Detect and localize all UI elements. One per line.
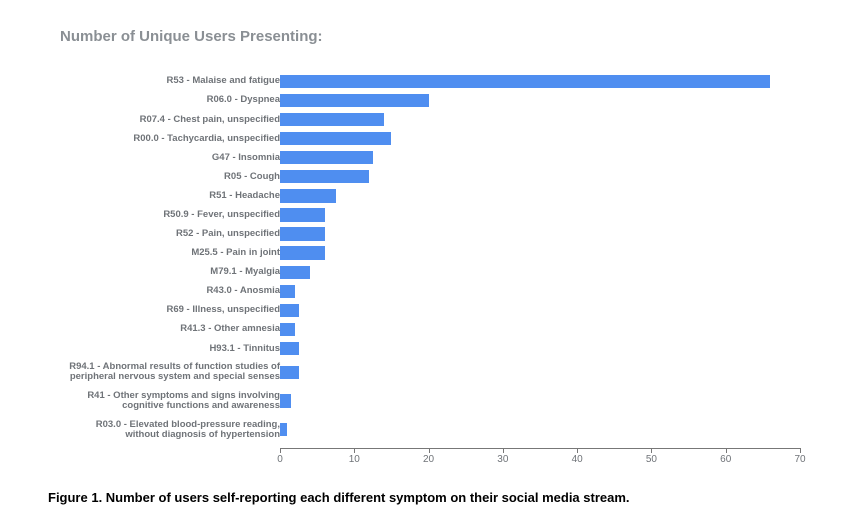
x-tick — [503, 448, 504, 453]
y-axis-label: R51 - Headache — [28, 191, 280, 201]
y-axis-label: G47 - Insomnia — [28, 153, 280, 163]
x-tick-label: 0 — [277, 454, 283, 465]
bar — [280, 170, 369, 183]
x-tick-label: 40 — [572, 454, 583, 465]
bar — [280, 151, 373, 164]
y-axis-label: R05 - Cough — [28, 172, 280, 182]
bar — [280, 75, 770, 88]
bar — [280, 285, 295, 298]
x-tick — [726, 448, 727, 453]
y-axis-label: R41 - Other symptoms and signs involving… — [28, 391, 280, 411]
bar — [280, 94, 429, 107]
x-tick — [577, 448, 578, 453]
y-axis-label: M25.5 - Pain in joint — [28, 248, 280, 258]
bar — [280, 113, 384, 126]
y-axis-label: R06.0 - Dyspnea — [28, 95, 280, 105]
bar — [280, 366, 299, 379]
bar — [280, 304, 299, 317]
y-axis-label: M79.1 - Myalgia — [28, 267, 280, 277]
bar — [280, 227, 325, 240]
y-axis-labels: R53 - Malaise and fatigue R06.0 - Dyspnea… — [20, 68, 280, 448]
x-tick — [651, 448, 652, 453]
bar — [280, 323, 295, 336]
x-tick-label: 20 — [423, 454, 434, 465]
plot-area — [280, 68, 800, 448]
y-axis-label: R07.4 - Chest pain, unspecified — [28, 115, 280, 125]
y-axis-label: R53 - Malaise and fatigue — [28, 76, 280, 86]
y-axis-label: R00.0 - Tachycardia, unspecified — [28, 134, 280, 144]
x-tick — [429, 448, 430, 453]
bars-layer — [280, 68, 800, 448]
x-tick — [280, 448, 281, 453]
y-axis-label: R50.9 - Fever, unspecified — [28, 210, 280, 220]
x-tick — [354, 448, 355, 453]
x-tick-label: 60 — [720, 454, 731, 465]
y-axis-label: H93.1 - Tinnitus — [28, 344, 280, 354]
x-tick — [800, 448, 801, 453]
bar — [280, 246, 325, 259]
x-tick-label: 70 — [794, 454, 805, 465]
x-tick-label: 30 — [497, 454, 508, 465]
x-axis: 010203040506070 — [280, 448, 800, 472]
bar — [280, 266, 310, 279]
bar — [280, 342, 299, 355]
bar — [280, 132, 391, 145]
y-axis-label: R03.0 - Elevated blood-pressure reading,… — [28, 420, 280, 440]
y-axis-label: R94.1 - Abnormal results of function stu… — [28, 362, 280, 382]
x-tick-label: 10 — [349, 454, 360, 465]
y-axis-label: R69 - Illness, unspecified — [28, 305, 280, 315]
x-tick-label: 50 — [646, 454, 657, 465]
bar — [280, 423, 287, 436]
y-axis-label: R52 - Pain, unspecified — [28, 229, 280, 239]
y-axis-label: R41.3 - Other amnesia — [28, 324, 280, 334]
bar — [280, 394, 291, 407]
y-axis-label: R43.0 - Anosmia — [28, 286, 280, 296]
bar — [280, 189, 336, 202]
bar — [280, 208, 325, 221]
chart-title: Number of Unique Users Presenting: — [60, 28, 323, 45]
figure-caption: Figure 1. Number of users self-reporting… — [48, 490, 630, 505]
figure-container: Number of Unique Users Presenting: R53 -… — [0, 0, 860, 523]
